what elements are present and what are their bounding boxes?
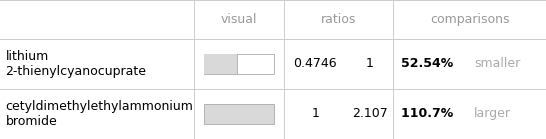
Text: 52.54%: 52.54% bbox=[401, 57, 458, 70]
Text: visual: visual bbox=[221, 13, 257, 26]
Text: cetyldimethylethylammonium
bromide: cetyldimethylethylammonium bromide bbox=[5, 100, 193, 128]
Text: larger: larger bbox=[474, 107, 512, 121]
Text: comparisons: comparisons bbox=[430, 13, 509, 26]
Text: 110.7%: 110.7% bbox=[401, 107, 458, 121]
Text: lithium
2-thienylcyanocuprate: lithium 2-thienylcyanocuprate bbox=[5, 50, 146, 78]
Text: ratios: ratios bbox=[321, 13, 356, 26]
Bar bbox=[204, 54, 237, 74]
Bar bbox=[204, 104, 274, 124]
Text: 1: 1 bbox=[366, 57, 374, 70]
Text: 2.107: 2.107 bbox=[352, 107, 388, 121]
Text: smaller: smaller bbox=[474, 57, 521, 70]
Bar bbox=[204, 54, 274, 74]
Text: 0.4746: 0.4746 bbox=[294, 57, 337, 70]
Text: 1: 1 bbox=[311, 107, 319, 121]
